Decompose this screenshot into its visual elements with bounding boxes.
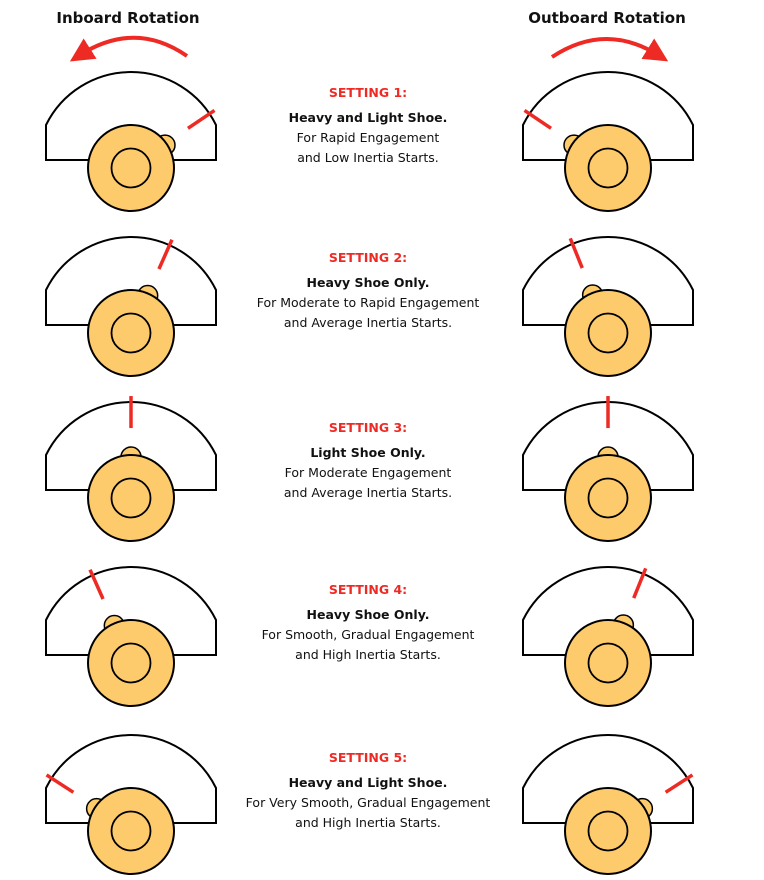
- setting-3-text: SETTING 3: Light Shoe Only. For Moderate…: [284, 418, 452, 503]
- setting-indicator: [664, 773, 694, 794]
- setting-4-text: SETTING 4: Heavy Shoe Only. For Smooth, …: [262, 580, 475, 665]
- setting-indicator: [568, 237, 584, 269]
- housing-outboard-4: [522, 566, 694, 656]
- housing-inboard-5: [45, 734, 217, 824]
- hub: [564, 787, 652, 875]
- hub: [87, 619, 175, 707]
- hub: [564, 619, 652, 707]
- housing-outboard-1: [522, 71, 694, 161]
- setting-5-text: SETTING 5: Heavy and Light Shoe. For Ver…: [246, 748, 491, 833]
- setting-indicator: [157, 239, 174, 270]
- housing-outboard-5: [522, 734, 694, 824]
- hub: [87, 124, 175, 212]
- housing-inboard-3: [45, 401, 217, 491]
- housing-outboard-2: [522, 236, 694, 326]
- setting-heading: SETTING 2:: [328, 250, 408, 265]
- hub-inner: [110, 147, 152, 189]
- housing-inboard-4: [45, 566, 217, 656]
- hub-inner: [110, 810, 152, 852]
- hub: [564, 289, 652, 377]
- hub-inner: [587, 312, 629, 354]
- outboard-rotation-arrow: [550, 37, 669, 62]
- setting-heading: SETTING 3:: [328, 420, 408, 435]
- hub: [564, 454, 652, 542]
- hub-inner: [110, 477, 152, 519]
- setting-2-text: SETTING 2: Heavy Shoe Only. For Moderate…: [257, 248, 480, 333]
- setting-shoe: Heavy Shoe Only.: [306, 607, 430, 622]
- hub: [564, 124, 652, 212]
- setting-line: and High Inertia Starts.: [295, 647, 441, 662]
- hub-inner: [110, 642, 152, 684]
- setting-heading: SETTING 4:: [328, 582, 408, 597]
- setting-line: For Smooth, Gradual Engagement: [261, 627, 475, 642]
- setting-line: For Rapid Engagement: [296, 130, 440, 145]
- setting-shoe: Light Shoe Only.: [310, 445, 426, 460]
- hub-inner: [587, 147, 629, 189]
- hub: [87, 787, 175, 875]
- hub-inner: [110, 312, 152, 354]
- setting-line: For Moderate Engagement: [284, 465, 452, 480]
- hub-inner: [587, 642, 629, 684]
- setting-indicator: [88, 569, 105, 600]
- setting-shoe: Heavy Shoe Only.: [306, 275, 430, 290]
- housing-inboard-2: [45, 236, 217, 326]
- setting-heading: SETTING 1:: [328, 85, 408, 100]
- setting-heading: SETTING 5:: [328, 750, 408, 765]
- setting-shoe: Heavy and Light Shoe.: [288, 110, 448, 125]
- outboard-rotation-title: Outboard Rotation: [528, 9, 686, 27]
- hub: [87, 289, 175, 377]
- setting-1-text: SETTING 1: Heavy and Light Shoe. For Rap…: [289, 83, 448, 168]
- housing-inboard-1: [45, 71, 217, 161]
- hub-inner: [587, 810, 629, 852]
- setting-indicator: [186, 108, 216, 130]
- setting-indicator: [632, 567, 648, 599]
- setting-line: For Very Smooth, Gradual Engagement: [245, 795, 491, 810]
- inboard-rotation-title: Inboard Rotation: [56, 9, 200, 27]
- housing-outboard-3: [522, 401, 694, 491]
- setting-shoe: Heavy and Light Shoe.: [288, 775, 448, 790]
- setting-indicator: [45, 773, 75, 794]
- setting-line: and Low Inertia Starts.: [297, 150, 439, 165]
- setting-line: For Moderate to Rapid Engagement: [256, 295, 480, 310]
- setting-line: and High Inertia Starts.: [295, 815, 441, 830]
- inboard-rotation-arrow: [69, 35, 189, 62]
- setting-indicator: [523, 108, 553, 130]
- setting-line: and Average Inertia Starts.: [283, 315, 453, 330]
- hub-inner: [587, 477, 629, 519]
- setting-line: and Average Inertia Starts.: [283, 485, 453, 500]
- hub: [87, 454, 175, 542]
